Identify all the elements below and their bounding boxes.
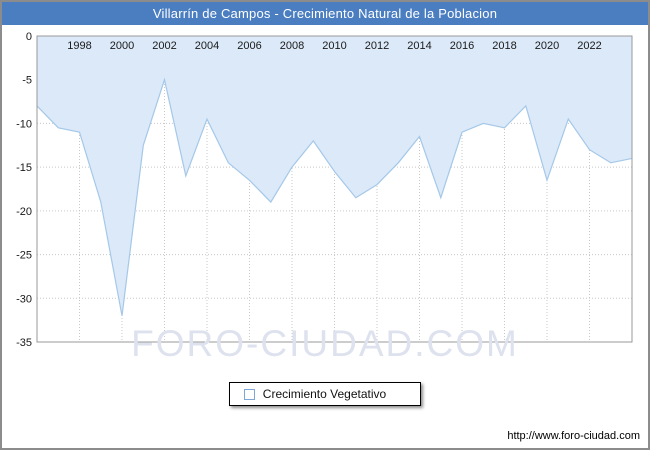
svg-text:1998: 1998 [67,40,91,52]
x-axis-labels: 1998 2000 2002 2004 2006 2008 2010 2012 2014 2016… [67,40,601,52]
svg-text:-35: -35 [16,337,32,349]
legend-label: Crecimiento Vegetativo [262,387,387,401]
svg-text:2008: 2008 [280,40,304,52]
series-line [36,77,633,316]
svg-text:2006: 2006 [237,40,261,52]
svg-text:-30: -30 [16,293,32,305]
chart-region: 0 -5 -10 -15 -20 -25 -30 -35 1998 2000 2002 2004 200… [2,25,648,377]
svg-text:2018: 2018 [492,40,516,52]
svg-text:-5: -5 [22,75,32,87]
series-area [37,36,632,316]
svg-text:-15: -15 [16,162,32,174]
svg-text:2014: 2014 [407,40,431,52]
svg-text:2016: 2016 [450,40,474,52]
svg-text:2022: 2022 [577,40,601,52]
svg-text:-20: -20 [16,206,32,218]
svg-text:2012: 2012 [365,40,389,52]
y-axis-labels: 0 -5 -10 -15 -20 -25 -30 -35 [16,31,32,349]
svg-text:2020: 2020 [535,40,559,52]
svg-text:0: 0 [26,31,32,43]
svg-text:2000: 2000 [110,40,134,52]
chart-title-bar: Villarrín de Campos - Crecimiento Natura… [2,2,648,25]
svg-text:-25: -25 [16,250,32,262]
foro-ciudad-link[interactable]: http://www.foro-ciudad.com [507,430,640,442]
plot-border [36,35,633,343]
legend-row: Crecimiento Vegetativo [2,382,648,406]
legend-swatch-icon [243,388,255,400]
chart-title: Villarrín de Campos - Crecimiento Natura… [152,6,498,21]
svg-text:2010: 2010 [322,40,346,52]
chart-legend: Crecimiento Vegetativo [228,382,422,406]
svg-text:2004: 2004 [195,40,219,52]
svg-text:-10: -10 [16,118,32,130]
svg-text:2002: 2002 [152,40,176,52]
crecimiento-area-chart: 0 -5 -10 -15 -20 -25 -30 -35 1998 2000 2002 2004 200… [16,31,633,349]
